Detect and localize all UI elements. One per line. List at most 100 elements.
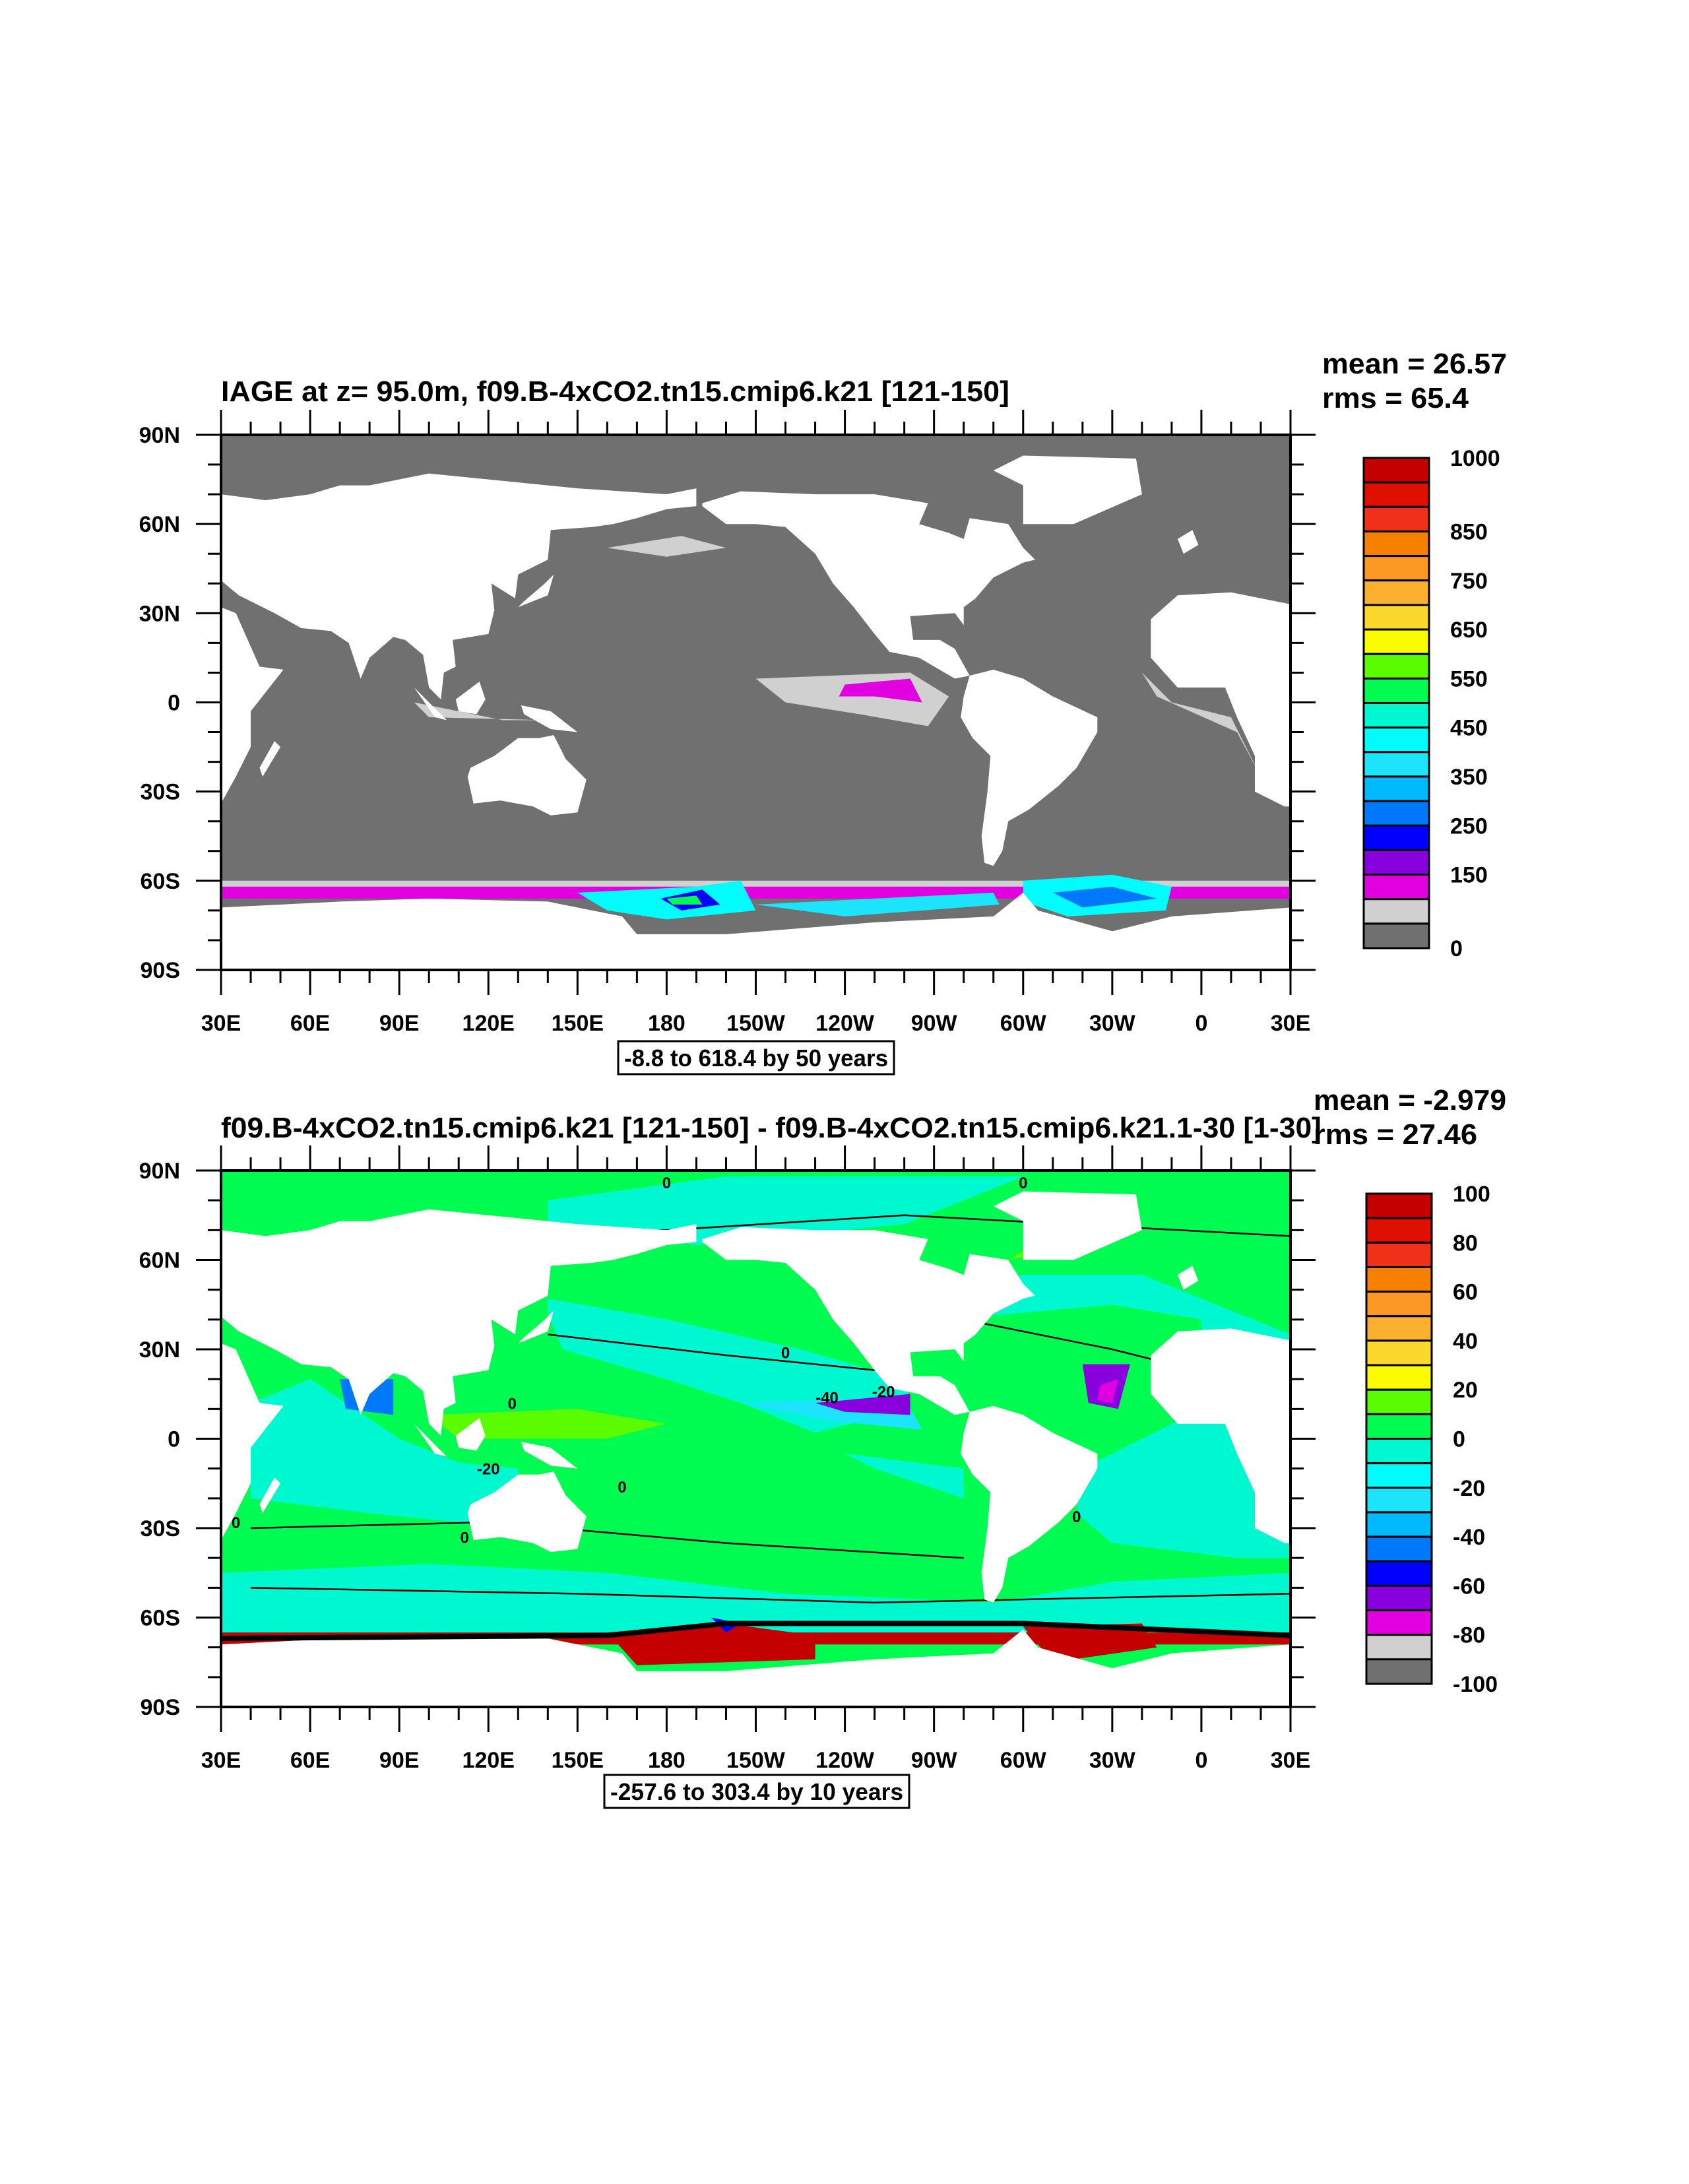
x-tick-label: 90W: [911, 1011, 958, 1036]
plot-title: f09.B-4xCO2.tn15.cmip6.k21 [121-150] - f…: [221, 1112, 1322, 1144]
colorbar-label: 80: [1453, 1231, 1478, 1256]
map-area: [221, 435, 1291, 970]
colorbar-box: [1362, 751, 1430, 778]
land-africaW: [1151, 592, 1291, 807]
land-japan: [518, 574, 554, 608]
x-tick-label: 180: [648, 1011, 685, 1036]
contour-region: [548, 1299, 910, 1433]
colorbar-label: 450: [1450, 716, 1488, 741]
y-tick-label: 30N: [139, 1337, 180, 1363]
land-africaE: [221, 1343, 284, 1541]
x-tick-label: 30E: [1271, 1011, 1311, 1036]
land-eurasia: [221, 473, 697, 699]
panel-top: IAGE at z= 95.0m, f09.B-4xCO2.tn15.cmip6…: [139, 348, 1507, 1076]
colorbar-label: -60: [1453, 1574, 1485, 1599]
contour-region: [548, 1176, 1023, 1245]
y-tick-label: 0: [168, 691, 180, 716]
colorbar-label: 550: [1450, 666, 1488, 691]
map-axes: 30E 60E 90E 120E 150E 180 150W 120W 90W 60W 30W 0 30…: [139, 410, 1316, 1036]
colorbar-box: [1362, 604, 1430, 631]
colorbar-label: -20: [1453, 1476, 1485, 1501]
y-tick-label: 90S: [141, 958, 181, 983]
land-uk: [1177, 1266, 1199, 1290]
land-namerica: [702, 491, 1035, 679]
y-tick-label: 60S: [141, 869, 181, 894]
y-tick-label: 60N: [139, 1248, 180, 1273]
contour-label: 0: [232, 1514, 240, 1532]
land-newguinea: [521, 705, 578, 732]
x-tick-label: 0: [1195, 1748, 1207, 1773]
y-tick-label: 60S: [141, 1606, 181, 1631]
colorbar-label: 250: [1450, 814, 1488, 839]
colorbar-label: 40: [1453, 1329, 1478, 1354]
y-tick-label: 30S: [141, 780, 181, 805]
land-antarctica: [221, 892, 1291, 970]
colorbar-box: [1365, 1658, 1433, 1685]
x-tick-label: 60E: [290, 1011, 331, 1036]
contour-region: [607, 1623, 815, 1665]
colorbar-box: [1362, 677, 1430, 704]
colorbar-label: 650: [1450, 618, 1488, 643]
colorbar-box: [1362, 824, 1430, 851]
colorbar-box: [1365, 1609, 1433, 1636]
colorbar-box: [1365, 1634, 1433, 1661]
colorbar-label: 60: [1453, 1280, 1478, 1305]
x-tick-label: 30W: [1089, 1011, 1136, 1036]
colorbar-box: [1365, 1413, 1433, 1440]
colorbar-box: [1365, 1388, 1433, 1415]
land-borneo: [455, 682, 486, 715]
contour-label: 0: [781, 1345, 790, 1363]
contour-label: 0: [1072, 1508, 1081, 1526]
y-tick-label: 30N: [139, 601, 180, 626]
contour-region: [755, 892, 1000, 916]
colorbar-box: [1362, 898, 1430, 925]
x-tick-label: 120E: [462, 1011, 515, 1036]
colorbar-box: [1365, 1192, 1433, 1219]
contour-region: [429, 1409, 667, 1439]
colorbar-box: [1362, 505, 1430, 532]
contour-region: [414, 702, 548, 721]
x-tick-label: 60W: [1000, 1748, 1047, 1773]
land-uk: [1177, 530, 1199, 554]
colorbar-box: [1362, 726, 1430, 754]
colorbar-box: [1362, 530, 1430, 558]
y-tick-label: 90N: [139, 423, 180, 448]
colorbar-box: [1362, 555, 1430, 582]
map-axes: 30E 60E 90E 120E 150E 180 150W 120W 90W 60W 30W 0 30…: [139, 1145, 1316, 1773]
land-eurasia: [221, 1209, 697, 1436]
colorbar-label: 0: [1450, 936, 1463, 961]
y-tick-label: 0: [168, 1427, 180, 1452]
land-samerica: [961, 1405, 1098, 1603]
colorbar-label: 20: [1453, 1378, 1478, 1403]
colorbar-box: [1365, 1560, 1433, 1587]
colorbar-box: [1365, 1217, 1433, 1244]
colorbar-label: 1000: [1450, 446, 1500, 471]
colorbar-box: [1362, 653, 1430, 680]
x-tick-label: 90W: [911, 1748, 958, 1773]
panel-bottom: f09.B-4xCO2.tn15.cmip6.k21 [121-150] - f…: [139, 1084, 1506, 1809]
colorbar-label: -80: [1453, 1623, 1485, 1648]
colorbar-box: [1362, 922, 1430, 949]
land-madagascar: [259, 741, 281, 777]
colorbar: 1000 850 750 650 550 450 350 250 150 0: [1362, 446, 1500, 961]
colorbar-box: [1362, 579, 1430, 606]
contour-label: 0: [1019, 1174, 1027, 1192]
x-tick-label: 30W: [1089, 1748, 1136, 1773]
contour-label: -20: [872, 1383, 895, 1401]
x-tick-label: 180: [648, 1748, 685, 1773]
colorbar: 100 80 60 40 20 0 -20 -40 -60 -80 -100: [1365, 1182, 1498, 1697]
land-australia: [467, 735, 587, 816]
x-tick-label: 120W: [815, 1748, 875, 1773]
contour-region: [607, 536, 726, 557]
footer-box: [603, 1774, 910, 1809]
colorbar-label: 100: [1453, 1182, 1490, 1207]
y-tick-label: 90N: [139, 1159, 180, 1184]
colorbar-label: 150: [1450, 863, 1488, 888]
contour-region: [666, 895, 703, 905]
colorbar-box: [1362, 702, 1430, 729]
land-madagascar: [259, 1477, 281, 1514]
colorbar-box: [1365, 1241, 1433, 1268]
colorbar-box: [1365, 1487, 1433, 1514]
contour-region: [844, 1454, 964, 1498]
land-antarctica: [221, 1629, 1291, 1707]
